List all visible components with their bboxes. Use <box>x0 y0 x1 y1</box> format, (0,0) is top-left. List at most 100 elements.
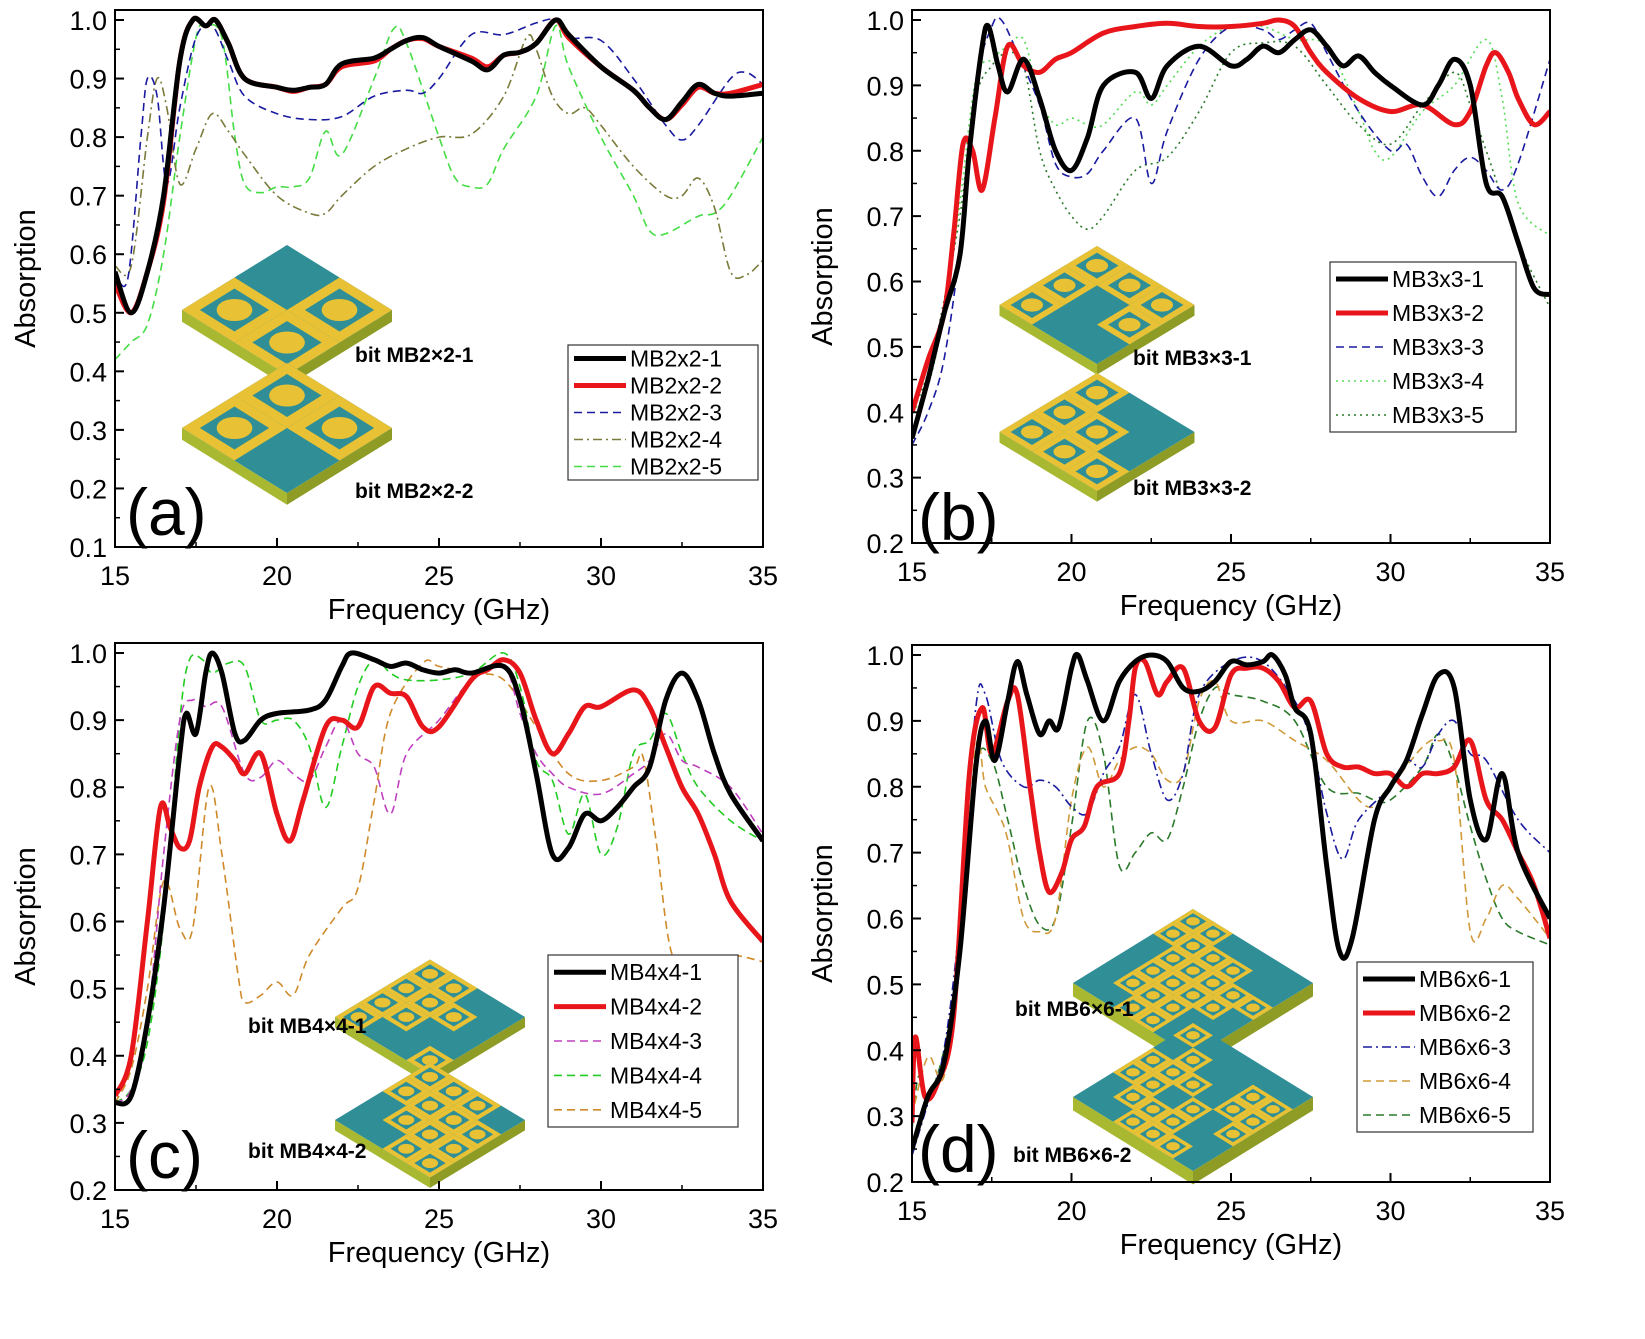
y-axis-label: Absorption <box>807 844 839 983</box>
tile-side <box>335 1120 430 1188</box>
cell-dot <box>321 298 358 322</box>
cell-dot <box>1246 1117 1260 1126</box>
cell-dot <box>1186 991 1200 1000</box>
inset-label: bit MB2×2-2 <box>355 480 473 503</box>
series-line-MB4x4-4 <box>115 652 763 1104</box>
x-tick-label: 20 <box>262 1204 292 1234</box>
cell-dot <box>398 1086 415 1097</box>
cell-dot <box>1146 1055 1160 1065</box>
x-tick-label: 30 <box>586 561 616 591</box>
cell-dot <box>1226 1129 1240 1139</box>
cell-dot <box>216 416 253 440</box>
x-tick-label: 30 <box>586 1204 616 1234</box>
cell-dot <box>469 1100 486 1111</box>
y-tick-label: 0.4 <box>69 357 107 387</box>
cell-dot <box>1206 1003 1220 1012</box>
legend-entry: MB2x2-2 <box>630 373 722 399</box>
cell-dot <box>1186 917 1200 926</box>
cell-dot <box>469 1129 486 1140</box>
y-tick-label: 0.6 <box>866 905 904 935</box>
cell-dot <box>1146 1080 1160 1089</box>
unit-cell-inset <box>999 373 1195 502</box>
cell-dot <box>1020 425 1044 439</box>
tile-side <box>1193 1097 1313 1185</box>
cell-dot <box>421 1055 439 1066</box>
y-tick-label: 0.5 <box>866 333 904 363</box>
cell-dot <box>1266 1105 1280 1114</box>
y-axis-label: Absorption <box>10 209 42 348</box>
cell-dot <box>1166 954 1180 963</box>
cell-dot <box>1246 1092 1260 1102</box>
legend-entry: MB4x4-5 <box>610 1097 702 1123</box>
y-tick-label: 0.7 <box>69 840 107 870</box>
y-tick-label: 0.6 <box>69 240 107 270</box>
y-tick-label: 0.4 <box>866 1036 904 1066</box>
y-tick-label: 0.5 <box>69 299 107 329</box>
inset-label: bit MB4×4-2 <box>248 1140 366 1163</box>
tile-side <box>335 1017 430 1085</box>
cell-dot <box>1186 966 1200 975</box>
cell-dot <box>374 997 391 1008</box>
x-axis-label: Frequency (GHz) <box>328 594 550 626</box>
y-tick-label: 0.8 <box>866 773 904 803</box>
cell-dot <box>1246 1003 1260 1012</box>
cell-dot <box>1226 1105 1240 1114</box>
y-tick-label: 0.3 <box>69 1109 107 1139</box>
cell-dot <box>421 968 439 979</box>
legend: MB3x3-1 MB3x3-2 MB3x3-3 MB3x3-4 MB3x3-5 <box>1329 261 1517 433</box>
cell-dot <box>1126 1117 1140 1126</box>
unit-cell-inset <box>182 363 392 505</box>
legend: MB4x4-1 MB4x4-2 MB4x4-3 MB4x4-4 MB4x4-5 <box>547 954 739 1128</box>
y-tick-label: 0.2 <box>866 529 904 559</box>
legend-entry: MB4x4-3 <box>610 1028 702 1054</box>
x-tick-label: 15 <box>100 561 130 591</box>
y-tick-label: 0.2 <box>866 1168 904 1198</box>
legend-entry: MB6x6-5 <box>1419 1102 1511 1128</box>
cell-dot <box>421 1100 439 1111</box>
cell-dot <box>398 1115 415 1125</box>
y-tick-label: 1.0 <box>69 639 107 669</box>
tile-side <box>287 428 392 505</box>
cell-dot <box>269 331 305 354</box>
cell-dot <box>1126 978 1140 988</box>
series-line-MB2x2-4 <box>115 33 763 279</box>
cell-dot <box>1206 929 1220 938</box>
panel-label: (b) <box>918 480 999 554</box>
inset-label: bit MB6×6-1 <box>1015 998 1134 1021</box>
series-line-MB6x6-4 <box>912 679 1550 1117</box>
series-line-MB3x3-4 <box>912 23 1550 413</box>
legend-entry: MB3x3-5 <box>1392 402 1484 428</box>
x-axis-label: Frequency (GHz) <box>1120 1229 1342 1261</box>
series-group <box>115 15 763 361</box>
y-tick-label: 0.7 <box>866 839 904 869</box>
legend-box <box>1329 261 1517 433</box>
cell-dot <box>1020 298 1044 312</box>
legend-entry: MB3x3-3 <box>1392 334 1484 360</box>
legend-entry: MB6x6-3 <box>1419 1034 1511 1060</box>
cell-dot <box>1146 991 1160 1000</box>
series-line-MB6x6-3 <box>912 656 1550 1156</box>
y-tick-label: 0.4 <box>69 1042 107 1072</box>
tile-side <box>430 1120 525 1188</box>
x-tick-label: 15 <box>897 1196 927 1226</box>
legend-entry: MB2x2-3 <box>630 400 722 426</box>
cell-dot <box>1166 1068 1180 1077</box>
cell-dot <box>421 1071 439 1082</box>
cell-dot <box>445 1115 462 1125</box>
x-tick-label: 35 <box>1535 557 1565 587</box>
cell-dot <box>1166 978 1180 988</box>
cell-dot <box>1053 278 1076 293</box>
tile-side <box>999 432 1097 502</box>
y-tick-label: 0.8 <box>866 137 904 167</box>
y-tick-label: 0.7 <box>866 202 904 232</box>
series-line-MB4x4-5 <box>115 659 763 1104</box>
chart-panel-c: bit MB4×4-1 bit MB4×4-2 15 20 25 30 35 0.2 0.3 0.… <box>10 639 778 1269</box>
panel-label: (a) <box>126 475 207 549</box>
x-tick-label: 25 <box>1216 1196 1246 1226</box>
x-tick-label: 30 <box>1375 557 1405 587</box>
y-axis-label: Absorption <box>807 207 839 346</box>
legend-entry: MB6x6-2 <box>1419 1000 1511 1026</box>
cell-dot <box>398 1143 415 1154</box>
